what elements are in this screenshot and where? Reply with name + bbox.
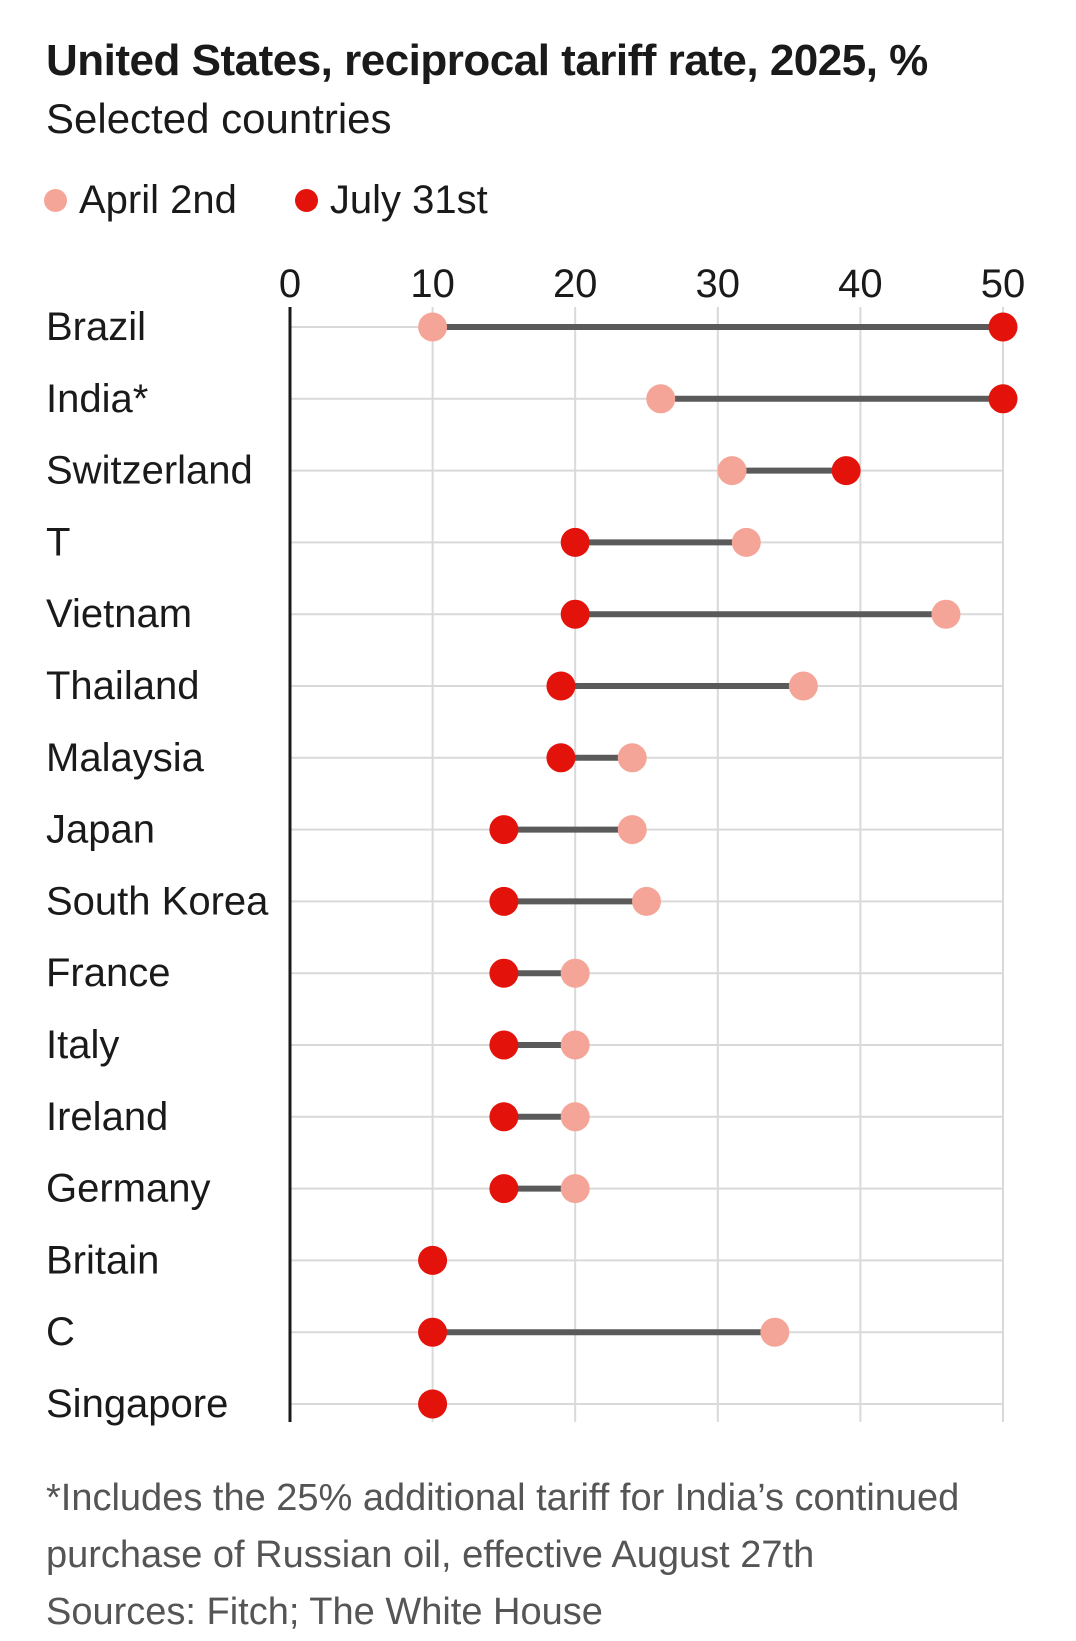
x-tick-label: 20 — [553, 262, 598, 306]
legend-label-april: April 2nd — [79, 178, 237, 222]
july-point — [831, 456, 861, 486]
category-label: South Korea — [46, 879, 269, 923]
april-point — [418, 312, 448, 342]
july-point — [988, 312, 1018, 342]
category-label: Japan — [46, 808, 155, 852]
april-point — [560, 958, 590, 988]
category-label: Germany — [46, 1167, 211, 1211]
april-point — [731, 527, 761, 557]
legend-marker-july — [294, 189, 318, 212]
category-label: Malaysia — [46, 736, 205, 780]
x-tick-label: 30 — [696, 262, 741, 306]
april-point — [560, 1030, 590, 1060]
footnotes: *Includes the 25% additional tariff for … — [46, 1470, 1026, 1641]
april-point — [617, 815, 647, 845]
footnote-line-2: purchase of Russian oil, effective Augus… — [46, 1534, 815, 1576]
legend-item-april: April 2nd — [44, 178, 237, 223]
july-point — [489, 1174, 519, 1204]
july-point — [418, 1389, 448, 1419]
april-point — [760, 1317, 790, 1347]
april-point — [788, 671, 818, 701]
dot-range-chart: 0 10 20 30 40 50 Brazil India* Switzerland T Vietn… — [46, 262, 1026, 1426]
july-point — [560, 527, 590, 557]
category-label: India* — [46, 377, 148, 421]
july-point — [489, 1030, 519, 1060]
category-label: Singapore — [46, 1382, 228, 1426]
footnote-line-1: *Includes the 25% additional tariff for … — [46, 1477, 960, 1519]
july-point — [418, 1245, 448, 1275]
july-point — [546, 671, 576, 701]
legend-marker-april — [44, 189, 67, 212]
category-label: Italy — [46, 1023, 119, 1067]
july-point — [489, 1102, 519, 1132]
april-point — [617, 743, 647, 773]
category-label: France — [46, 951, 171, 995]
july-point — [418, 1317, 448, 1347]
category-label: T — [46, 520, 70, 564]
category-label: C — [46, 1310, 75, 1354]
july-point — [988, 384, 1018, 414]
july-point — [546, 743, 576, 773]
july-point — [560, 599, 590, 629]
x-tick-label: 40 — [838, 262, 883, 306]
legend-label-july: July 31st — [329, 178, 488, 222]
category-label: Vietnam — [46, 592, 192, 636]
april-point — [931, 599, 961, 629]
category-label: Brazil — [46, 305, 146, 349]
april-point — [560, 1174, 590, 1204]
legend: April 2nd July 31st — [44, 178, 546, 223]
chart-title: United States, reciprocal tariff rate, 2… — [46, 36, 928, 85]
x-tick-label: 0 — [279, 262, 301, 306]
x-tick-label: 50 — [981, 262, 1026, 306]
april-point — [632, 886, 661, 916]
july-point — [489, 815, 519, 845]
category-label: Ireland — [46, 1095, 168, 1139]
category-label: Switzerland — [46, 449, 253, 493]
category-label: Britain — [46, 1238, 159, 1282]
april-point — [646, 384, 676, 414]
sources-note: Sources: Fitch; The White House — [46, 1591, 603, 1633]
legend-item-july: July 31st — [294, 178, 488, 223]
july-point — [489, 958, 519, 988]
chart-subtitle: Selected countries — [46, 95, 392, 142]
category-label: Thailand — [46, 664, 199, 708]
april-point — [560, 1102, 590, 1132]
july-point — [489, 886, 519, 916]
april-point — [717, 456, 747, 486]
x-tick-label: 10 — [410, 262, 455, 306]
